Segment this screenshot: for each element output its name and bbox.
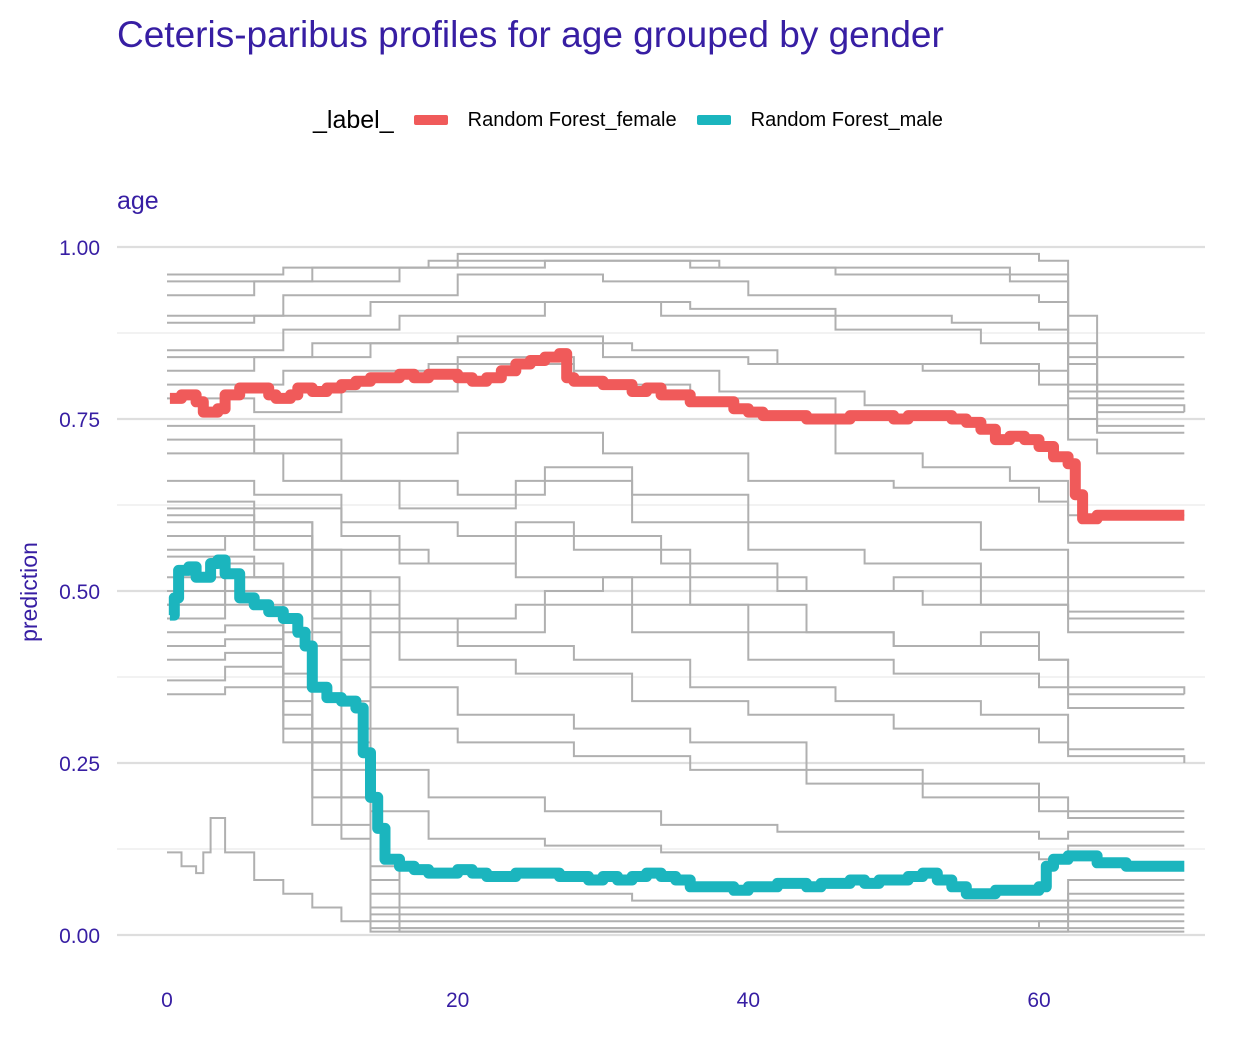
y-tick-label: 0.75 (59, 409, 100, 432)
individual-profile-line (167, 514, 1185, 709)
individual-profile-line (167, 252, 1185, 359)
individual-profile-line (167, 424, 1185, 544)
individual-profile-line (167, 301, 1185, 427)
individual-profile-line (167, 576, 1186, 695)
y-tick-label: 1.00 (59, 237, 100, 260)
individual-profile-line (167, 301, 1185, 393)
legend: _label_ Random Forest_female Random Fore… (313, 104, 963, 136)
individual-profile-line (167, 452, 1185, 613)
legend-key-female (413, 115, 448, 125)
series-line-female (169, 348, 1185, 525)
series-layer (168, 348, 1185, 900)
individual-profile-line (167, 507, 1185, 634)
legend-key-male (696, 115, 731, 125)
x-tick-label: 40 (737, 989, 760, 1012)
y-tick-label: 0.25 (59, 753, 100, 776)
individual-profile-line (167, 363, 1185, 455)
individual-profile-line (167, 521, 1185, 751)
individual-profile-line (167, 479, 1185, 620)
y-tick-label: 0.00 (59, 925, 100, 948)
axis-layer: 0.00 0.25 0.50 0.75 1.00 0 20 40 60 (59, 237, 1051, 1012)
individual-profile-line (167, 500, 1185, 696)
individual-profile-line (167, 555, 1185, 819)
legend-title: _label_ (313, 105, 394, 134)
legend-item-female: Random Forest_female (413, 108, 677, 132)
chart-title: Ceteris-paribus profiles for age grouped… (117, 14, 944, 55)
individual-profile-line (167, 259, 1185, 400)
background-profiles (167, 252, 1186, 933)
individual-profile-line (167, 590, 1185, 902)
panel-label: age (117, 187, 159, 214)
y-tick-label: 0.50 (59, 581, 100, 604)
series-line-male (168, 554, 1185, 900)
y-axis-title: prediction (16, 542, 42, 642)
individual-profile-line (167, 624, 1185, 916)
legend-label-male: Random Forest_male (750, 108, 943, 131)
x-tick-label: 60 (1027, 989, 1050, 1012)
legend-item-male: Random Forest_male (696, 108, 943, 132)
individual-profile-line (167, 535, 1186, 763)
x-tick-label: 20 (446, 989, 469, 1012)
x-tick-label: 0 (161, 989, 173, 1012)
individual-profile-line (167, 817, 1185, 933)
individual-profile-line (167, 603, 1185, 909)
individual-profile-line (167, 438, 1185, 579)
legend-label-female: Random Forest_female (467, 108, 677, 131)
individual-profile-line (167, 576, 1185, 861)
individual-profile-line (167, 273, 1186, 413)
individual-profile-line (167, 335, 1185, 414)
